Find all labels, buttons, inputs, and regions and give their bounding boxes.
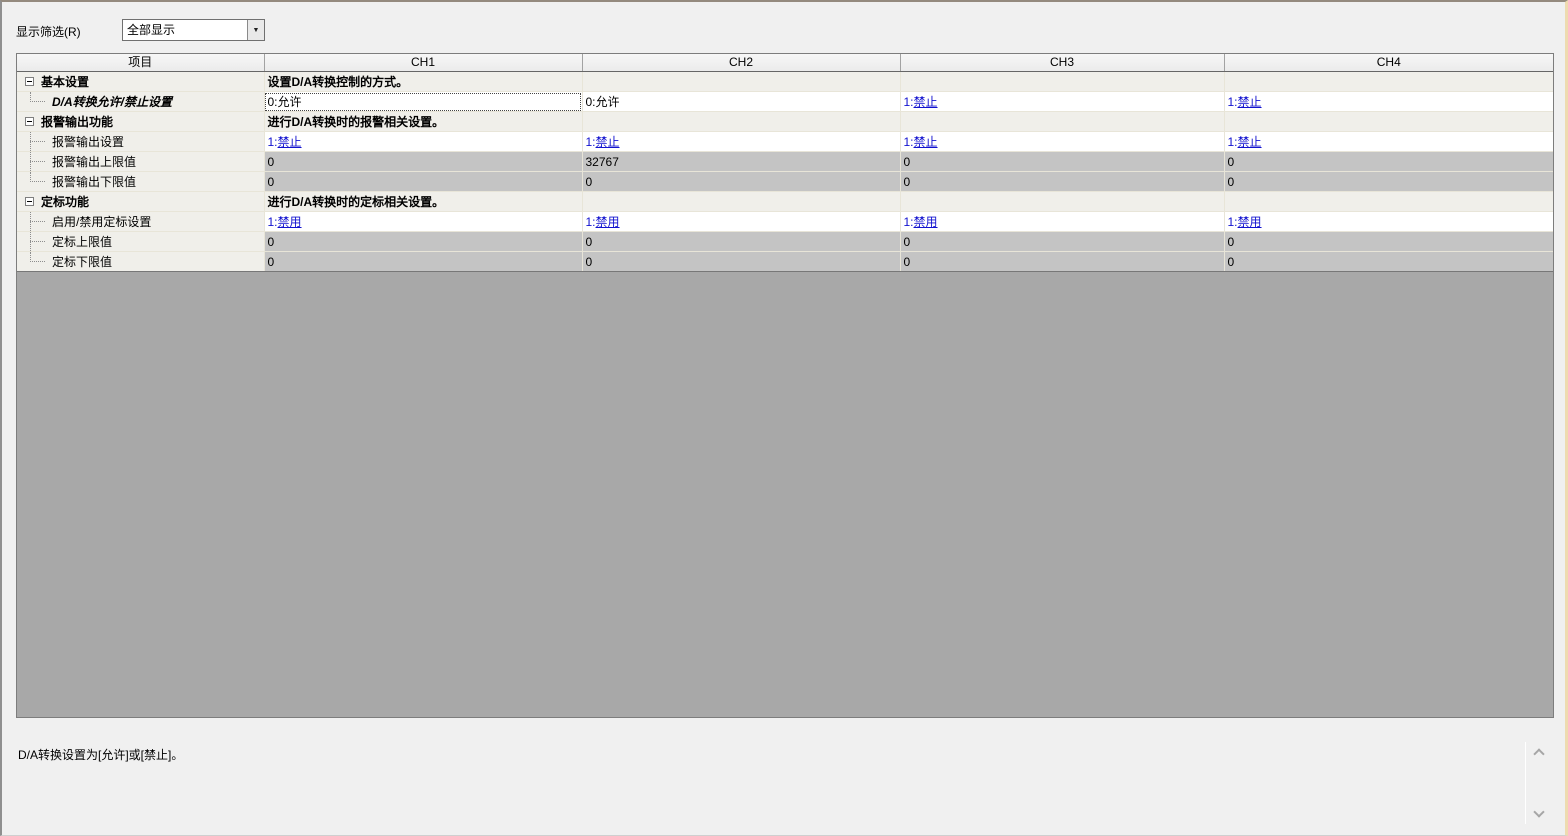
scaling-lower-limit-ch1-cell[interactable]: 0 xyxy=(264,251,583,272)
table-row: 报警输出设置 1:禁止 1:禁止 1:禁止 1:禁止 xyxy=(17,131,1553,152)
display-filter-value: 全部显示 xyxy=(127,23,176,37)
section-empty-cell xyxy=(582,191,901,212)
tree-cell: 基本设置 xyxy=(17,71,265,92)
tree-collapse-icon[interactable] xyxy=(25,117,34,126)
warning-lower-limit-ch3-cell[interactable]: 0 xyxy=(900,171,1225,192)
column-header-ch3: CH3 xyxy=(900,54,1225,72)
tree-connector xyxy=(25,212,51,231)
tree-item-label: 报警输出设置 xyxy=(52,134,125,149)
table-row: 报警输出上限值 0 32767 0 0 xyxy=(17,151,1553,172)
section-empty-cell xyxy=(900,111,1225,132)
warning-upper-limit-ch4-cell[interactable]: 0 xyxy=(1224,151,1553,172)
warning-output-setting-ch2-cell[interactable]: 1:禁止 xyxy=(582,131,901,152)
table-row: 启用/禁用定标设置 1:禁用 1:禁用 1:禁用 1:禁用 xyxy=(17,211,1553,232)
warning-output-setting-ch1-cell[interactable]: 1:禁止 xyxy=(264,131,583,152)
table-row: 定标上限值 0 0 0 0 xyxy=(17,231,1553,252)
warning-lower-limit-ch2-cell[interactable]: 0 xyxy=(582,171,901,192)
scaling-enable-ch1-cell[interactable]: 1:禁用 xyxy=(264,211,583,232)
tree-cell: 定标下限值 xyxy=(17,251,265,272)
table-row: 报警输出下限值 0 0 0 0 xyxy=(17,171,1553,192)
tree-cell: 报警输出功能 xyxy=(17,111,265,132)
tree-cell: 启用/禁用定标设置 xyxy=(17,211,265,232)
tree-item-label: 定标上限值 xyxy=(52,234,113,249)
basic-settings-desc-cell: 设置D/A转换控制的方式。 xyxy=(264,71,583,92)
chevron-up-icon[interactable] xyxy=(1533,748,1545,760)
dropdown-arrow-icon[interactable]: ▼ xyxy=(247,20,264,40)
description-text: D/A转换设置为[允许]或[禁止]。 xyxy=(18,748,184,762)
tree-item-label: 定标下限值 xyxy=(52,254,113,269)
table-row: D/A转换允许/禁止设置 0:允许 0:允许 1:禁止 1:禁止 xyxy=(17,91,1553,112)
display-filter-label: 显示筛选(R) xyxy=(16,25,81,39)
tree-collapse-icon[interactable] xyxy=(25,77,34,86)
scaling-upper-limit-ch3-cell[interactable]: 0 xyxy=(900,231,1225,252)
da-conversion-enable-ch4-cell[interactable]: 1:禁止 xyxy=(1224,91,1553,112)
tree-cell: 定标功能 xyxy=(17,191,265,212)
table-row: 定标功能 进行D/A转换时的定标相关设置。 xyxy=(17,191,1553,212)
header-row: 项目 CH1 CH2 CH3 CH4 xyxy=(17,54,1553,72)
tree-cell: 报警输出下限值 xyxy=(17,171,265,192)
tree-connector xyxy=(25,172,51,191)
tree-connector xyxy=(25,132,51,151)
warning-upper-limit-ch3-cell[interactable]: 0 xyxy=(900,151,1225,172)
column-header-item: 项目 xyxy=(17,54,265,72)
warning-output-setting-ch4-cell[interactable]: 1:禁止 xyxy=(1224,131,1553,152)
tree-section-label: 报警输出功能 xyxy=(41,114,114,129)
table-row: 基本设置 设置D/A转换控制的方式。 xyxy=(17,71,1553,92)
tree-item-label: D/A转换允许/禁止设置 xyxy=(52,94,173,109)
tree-section-label: 基本设置 xyxy=(41,74,90,89)
chevron-down-icon[interactable] xyxy=(1533,806,1545,818)
da-conversion-enable-ch1-cell[interactable]: 0:允许 xyxy=(264,91,583,112)
parameter-grid: 项目 CH1 CH2 CH3 CH4 基本设置 设置D/A转换控制的方式。 xyxy=(17,54,1553,272)
warning-upper-limit-ch2-cell[interactable]: 32767 xyxy=(582,151,901,172)
section-empty-cell xyxy=(900,71,1225,92)
warning-lower-limit-ch4-cell[interactable]: 0 xyxy=(1224,171,1553,192)
display-filter-dropdown[interactable]: 全部显示 ▼ xyxy=(122,19,265,41)
table-row: 定标下限值 0 0 0 0 xyxy=(17,251,1553,272)
warning-output-setting-ch3-cell[interactable]: 1:禁止 xyxy=(900,131,1225,152)
scaling-enable-ch2-cell[interactable]: 1:禁用 xyxy=(582,211,901,232)
column-header-ch4: CH4 xyxy=(1224,54,1553,72)
warning-lower-limit-ch1-cell[interactable]: 0 xyxy=(264,171,583,192)
tree-cell: D/A转换允许/禁止设置 xyxy=(17,91,265,112)
section-empty-cell xyxy=(1224,111,1553,132)
scaling-lower-limit-ch2-cell[interactable]: 0 xyxy=(582,251,901,272)
tree-item-label: 报警输出下限值 xyxy=(52,174,137,189)
description-scrollbar[interactable] xyxy=(1525,742,1551,824)
da-conversion-enable-ch3-cell[interactable]: 1:禁止 xyxy=(900,91,1225,112)
scaling-enable-ch3-cell[interactable]: 1:禁用 xyxy=(900,211,1225,232)
column-header-ch1: CH1 xyxy=(264,54,583,72)
tree-connector xyxy=(25,232,51,251)
tree-connector xyxy=(25,252,51,271)
tree-collapse-icon[interactable] xyxy=(25,197,34,206)
scaling-lower-limit-ch3-cell[interactable]: 0 xyxy=(900,251,1225,272)
scaling-desc-cell: 进行D/A转换时的定标相关设置。 xyxy=(264,191,583,212)
scaling-upper-limit-ch2-cell[interactable]: 0 xyxy=(582,231,901,252)
tree-item-label: 启用/禁用定标设置 xyxy=(52,214,152,229)
tree-section-label: 定标功能 xyxy=(41,194,90,209)
warning-upper-limit-ch1-cell[interactable]: 0 xyxy=(264,151,583,172)
da-conversion-enable-ch2-cell[interactable]: 0:允许 xyxy=(582,91,901,112)
section-empty-cell xyxy=(582,71,901,92)
section-empty-cell xyxy=(900,191,1225,212)
scaling-enable-ch4-cell[interactable]: 1:禁用 xyxy=(1224,211,1553,232)
scaling-lower-limit-ch4-cell[interactable]: 0 xyxy=(1224,251,1553,272)
tree-cell: 报警输出设置 xyxy=(17,131,265,152)
section-empty-cell xyxy=(1224,71,1553,92)
tree-item-label: 报警输出上限值 xyxy=(52,154,137,169)
tree-cell: 报警输出上限值 xyxy=(17,151,265,172)
tree-connector xyxy=(25,92,51,111)
tree-cell: 定标上限值 xyxy=(17,231,265,252)
tree-connector xyxy=(25,152,51,171)
scaling-upper-limit-ch4-cell[interactable]: 0 xyxy=(1224,231,1553,252)
parameter-grid-panel: 项目 CH1 CH2 CH3 CH4 基本设置 设置D/A转换控制的方式。 xyxy=(16,53,1554,718)
scaling-upper-limit-ch1-cell[interactable]: 0 xyxy=(264,231,583,252)
column-header-ch2: CH2 xyxy=(582,54,901,72)
table-row: 报警输出功能 进行D/A转换时的报警相关设置。 xyxy=(17,111,1553,132)
section-empty-cell xyxy=(582,111,901,132)
section-empty-cell xyxy=(1224,191,1553,212)
warning-output-desc-cell: 进行D/A转换时的报警相关设置。 xyxy=(264,111,583,132)
